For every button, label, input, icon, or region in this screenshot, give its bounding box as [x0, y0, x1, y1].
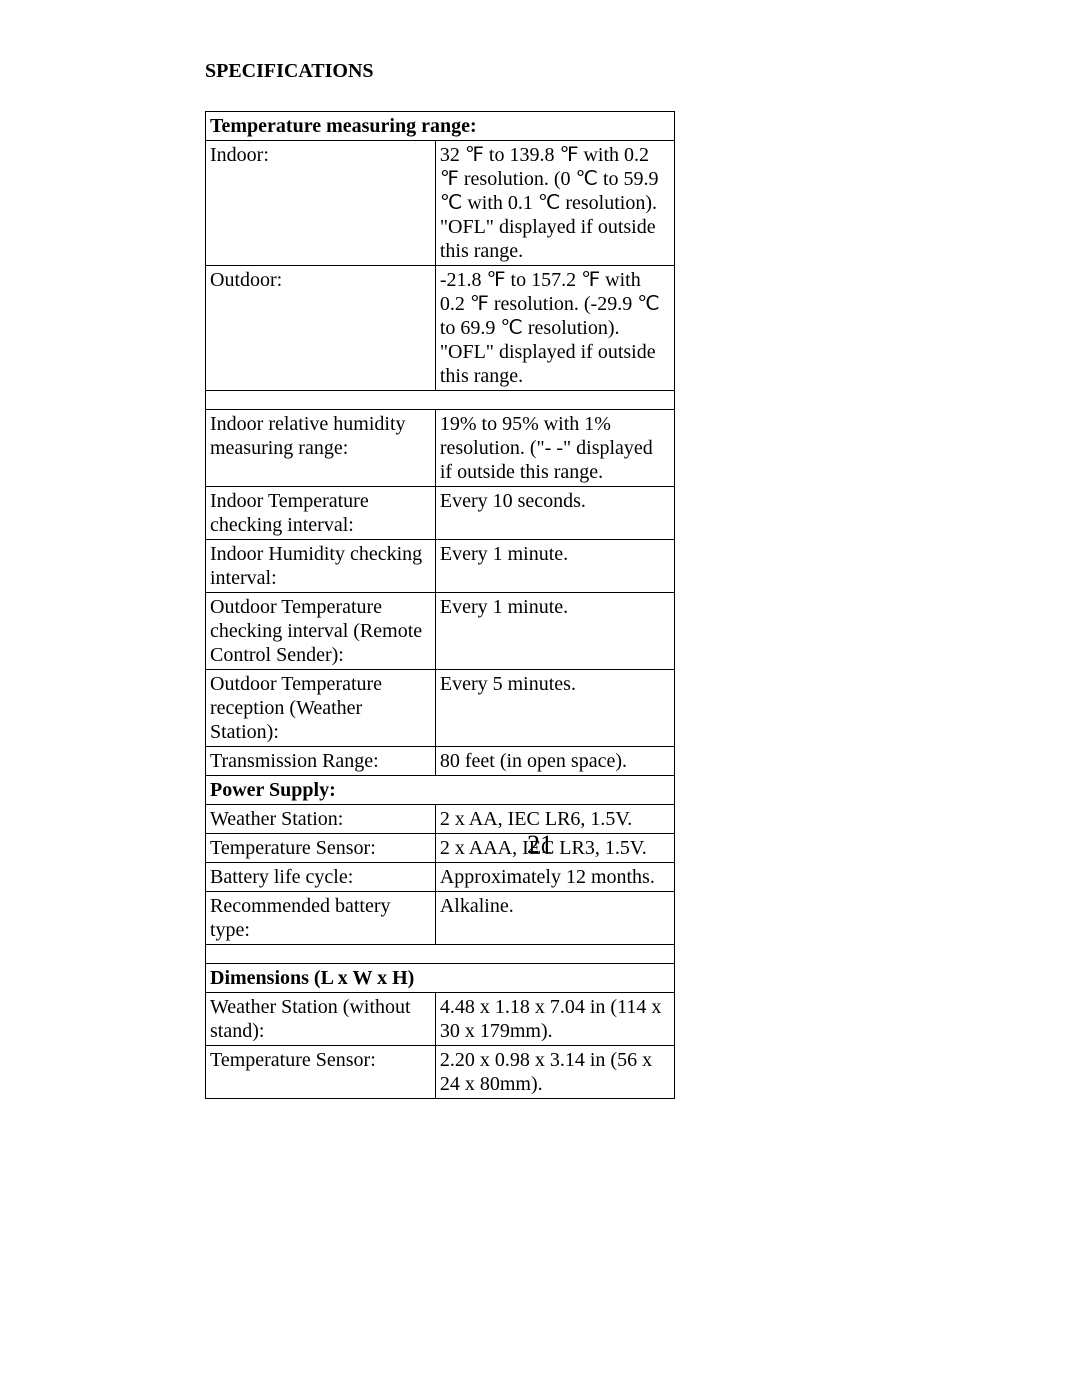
table-row: Battery life cycle: Approximately 12 mon… — [206, 863, 675, 892]
dimensions-header: Dimensions (L x W x H) — [206, 964, 675, 993]
table-row: Transmission Range: 80 feet (in open spa… — [206, 747, 675, 776]
page-number: 21 — [0, 830, 1080, 860]
table-row: Indoor relative humidity measuring range… — [206, 410, 675, 487]
table-row: Outdoor Temperature checking interval (R… — [206, 593, 675, 670]
specifications-heading: SPECIFICATIONS — [205, 60, 875, 83]
outdoor-value: -21.8 ℉ to 157.2 ℉ with 0.2 ℉ resolution… — [435, 266, 674, 391]
indoor-label: Indoor: — [206, 141, 436, 266]
table-row: Power Supply: — [206, 776, 675, 805]
outdoor-label: Outdoor: — [206, 266, 436, 391]
table-row: Outdoor Temperature reception (Weather S… — [206, 670, 675, 747]
table-row: Indoor: 32 ℉ to 139.8 ℉ with 0.2 ℉ resol… — [206, 141, 675, 266]
table-row: Indoor Temperature checking interval: Ev… — [206, 487, 675, 540]
indoor-hum-check-label: Indoor Humidity checking interval: — [206, 540, 436, 593]
rec-battery-label: Recommended battery type: — [206, 892, 436, 945]
battery-life-value: Approximately 12 months. — [435, 863, 674, 892]
power-supply-header: Power Supply: — [206, 776, 675, 805]
table-row — [206, 391, 675, 410]
outdoor-recv-value: Every 5 minutes. — [435, 670, 674, 747]
outdoor-temp-check-label: Outdoor Temperature checking interval (R… — [206, 593, 436, 670]
ts-dim-label: Temperature Sensor: — [206, 1046, 436, 1099]
spacer-cell — [206, 391, 675, 410]
table-row: Indoor Humidity checking interval: Every… — [206, 540, 675, 593]
table-row: Weather Station (without stand): 4.48 x … — [206, 993, 675, 1046]
outdoor-temp-check-value: Every 1 minute. — [435, 593, 674, 670]
table-row: Outdoor: -21.8 ℉ to 157.2 ℉ with 0.2 ℉ r… — [206, 266, 675, 391]
ts-dim-value: 2.20 x 0.98 x 3.14 in (56 x 24 x 80mm). — [435, 1046, 674, 1099]
indoor-temp-check-label: Indoor Temperature checking interval: — [206, 487, 436, 540]
ws-dim-label: Weather Station (without stand): — [206, 993, 436, 1046]
page-content: SPECIFICATIONS Temperature measuring ran… — [0, 0, 1080, 1099]
table-row: Recommended battery type: Alkaline. — [206, 892, 675, 945]
humidity-range-label: Indoor relative humidity measuring range… — [206, 410, 436, 487]
battery-life-label: Battery life cycle: — [206, 863, 436, 892]
temp-range-header: Temperature measuring range: — [206, 112, 675, 141]
outdoor-recv-label: Outdoor Temperature reception (Weather S… — [206, 670, 436, 747]
table-row: Temperature Sensor: 2.20 x 0.98 x 3.14 i… — [206, 1046, 675, 1099]
humidity-range-value: 19% to 95% with 1% resolution. ("- -" di… — [435, 410, 674, 487]
indoor-value: 32 ℉ to 139.8 ℉ with 0.2 ℉ resolution. (… — [435, 141, 674, 266]
table-row: Dimensions (L x W x H) — [206, 964, 675, 993]
rec-battery-value: Alkaline. — [435, 892, 674, 945]
table-row — [206, 945, 675, 964]
table-row: Temperature measuring range: — [206, 112, 675, 141]
indoor-temp-check-value: Every 10 seconds. — [435, 487, 674, 540]
trans-range-value: 80 feet (in open space). — [435, 747, 674, 776]
trans-range-label: Transmission Range: — [206, 747, 436, 776]
spacer-cell — [206, 945, 675, 964]
specifications-table: Temperature measuring range: Indoor: 32 … — [205, 111, 675, 1099]
ws-dim-value: 4.48 x 1.18 x 7.04 in (114 x 30 x 179mm)… — [435, 993, 674, 1046]
indoor-hum-check-value: Every 1 minute. — [435, 540, 674, 593]
